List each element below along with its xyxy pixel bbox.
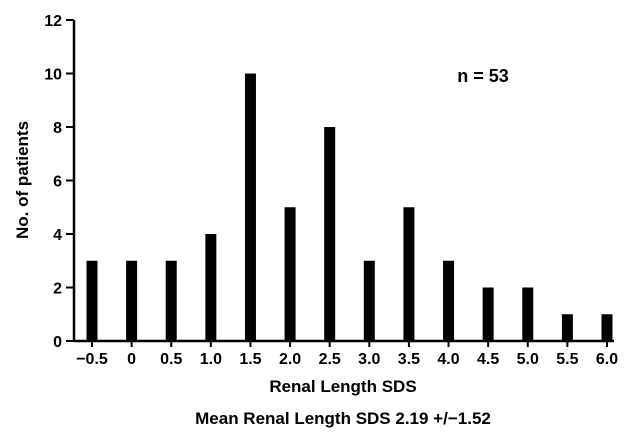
sample-size-annotation: n = 53 (457, 66, 509, 86)
x-tick-label: −0.5 (76, 351, 108, 368)
x-tick-label: 0.5 (160, 351, 182, 368)
x-tick-label: 4.5 (477, 351, 499, 368)
x-tick-label: 3.0 (358, 351, 380, 368)
bars (86, 73, 613, 341)
y-tick-label: 12 (44, 13, 62, 30)
bar (482, 287, 494, 341)
x-tick-label: 2.0 (279, 351, 301, 368)
x-tick-label: 6.0 (596, 351, 618, 368)
bar (244, 73, 256, 341)
x-tick-label: 1.5 (239, 351, 261, 368)
x-tick-label: 2.5 (319, 351, 341, 368)
x-tick-label: 1.0 (200, 351, 222, 368)
x-tick-label: 5.5 (556, 351, 578, 368)
bar (284, 207, 296, 341)
y-tick-label: 0 (53, 334, 62, 351)
bar (443, 260, 455, 341)
bar (601, 314, 613, 341)
bar (126, 260, 138, 341)
y-tick-label: 8 (53, 120, 62, 137)
bar (205, 234, 217, 341)
y-tick-label: 10 (44, 67, 62, 84)
bar (403, 207, 415, 341)
x-tick-label: 3.5 (398, 351, 420, 368)
y-tick-label: 6 (53, 174, 62, 191)
y-axis-ticks: 0 2 4 6 8 10 12 (44, 13, 74, 351)
x-tick-label: 5.0 (517, 351, 539, 368)
bar (561, 314, 573, 341)
x-tick-label: 4.0 (437, 351, 459, 368)
y-axis-label: No. of patients (13, 121, 32, 239)
bar (363, 260, 375, 341)
bar (324, 127, 336, 341)
x-axis-ticks: −0.5 0 0.5 1.0 1.5 2.0 2.5 3.0 3.5 4.0 4.5 5.0 5.5 6.… (76, 341, 618, 368)
x-tick-label: 0 (127, 351, 136, 368)
y-tick-label: 2 (53, 281, 62, 298)
bar (86, 260, 98, 341)
chart-subtitle: Mean Renal Length SDS 2.19 +/−1.52 (195, 409, 491, 428)
bar (165, 260, 177, 341)
x-axis-label: Renal Length SDS (269, 377, 416, 396)
bar (522, 287, 534, 341)
y-tick-label: 4 (53, 227, 62, 244)
